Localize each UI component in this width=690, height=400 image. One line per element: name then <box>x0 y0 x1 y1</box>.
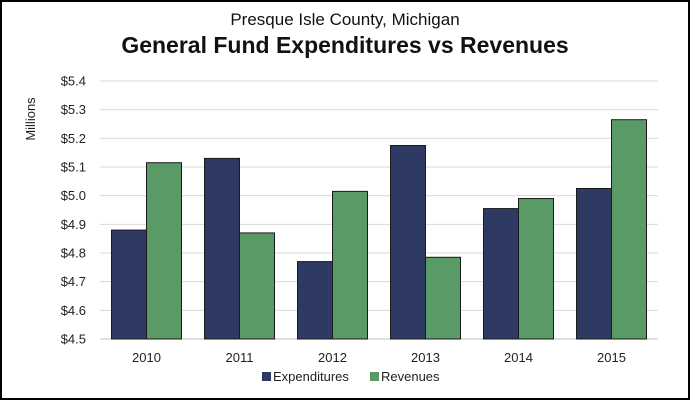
legend-swatch-expenditures <box>262 372 271 381</box>
legend: Expenditures Revenues <box>262 369 440 384</box>
y-tick-label: $5.2 <box>61 131 86 146</box>
x-tick-label: 2010 <box>132 350 161 365</box>
y-tick-label: $5.1 <box>61 160 86 175</box>
bar-expenditures-2010 <box>111 229 147 340</box>
x-tick-label: 2015 <box>597 350 626 365</box>
chart-title: General Fund Expenditures vs Revenues <box>121 32 569 58</box>
bar-expenditures-2015 <box>576 188 612 340</box>
x-tick-label: 2011 <box>226 350 254 365</box>
x-tick-label: 2012 <box>318 350 347 365</box>
bar-expenditures-2011 <box>204 157 240 340</box>
bar-revenues-2014 <box>518 198 554 340</box>
y-tick-label: $5.3 <box>61 102 86 117</box>
bar-revenues-2010 <box>146 162 182 340</box>
bar-expenditures-2012 <box>297 261 333 340</box>
bar-expenditures-2014 <box>483 208 519 340</box>
y-tick-label: $4.5 <box>61 332 86 347</box>
y-tick-label: $4.9 <box>61 217 86 232</box>
y-tick-label: $4.7 <box>61 274 86 289</box>
bar-revenues-2011 <box>239 232 275 340</box>
gridlines <box>100 80 658 340</box>
bar-revenues-2012 <box>332 190 368 340</box>
x-tick-label: 2013 <box>411 350 440 365</box>
x-axis-ticks: 2010 2011 2012 2013 2014 2015 <box>132 350 626 365</box>
y-axis-ticks: $4.5 $4.6 $4.7 $4.8 $4.9 $5.0 $5.1 $5.2 $5.3 $5.4 <box>61 74 86 347</box>
legend-swatch-revenues <box>370 372 379 381</box>
bar-revenues-2013 <box>425 256 461 340</box>
legend-label-revenues: Revenues <box>381 369 440 384</box>
y-tick-label: $5.4 <box>61 74 86 89</box>
bars <box>111 119 647 340</box>
y-tick-label: $5.0 <box>61 188 86 203</box>
bar-expenditures-2013 <box>390 145 426 340</box>
x-tick-label: 2014 <box>504 350 533 365</box>
chart-subtitle: Presque Isle County, Michigan <box>230 10 460 29</box>
y-tick-label: $4.6 <box>61 303 86 318</box>
bar-revenues-2015 <box>611 119 647 340</box>
y-tick-label: $4.8 <box>61 246 86 261</box>
legend-label-expenditures: Expenditures <box>273 369 349 384</box>
y-axis-label: Millions <box>23 97 38 141</box>
